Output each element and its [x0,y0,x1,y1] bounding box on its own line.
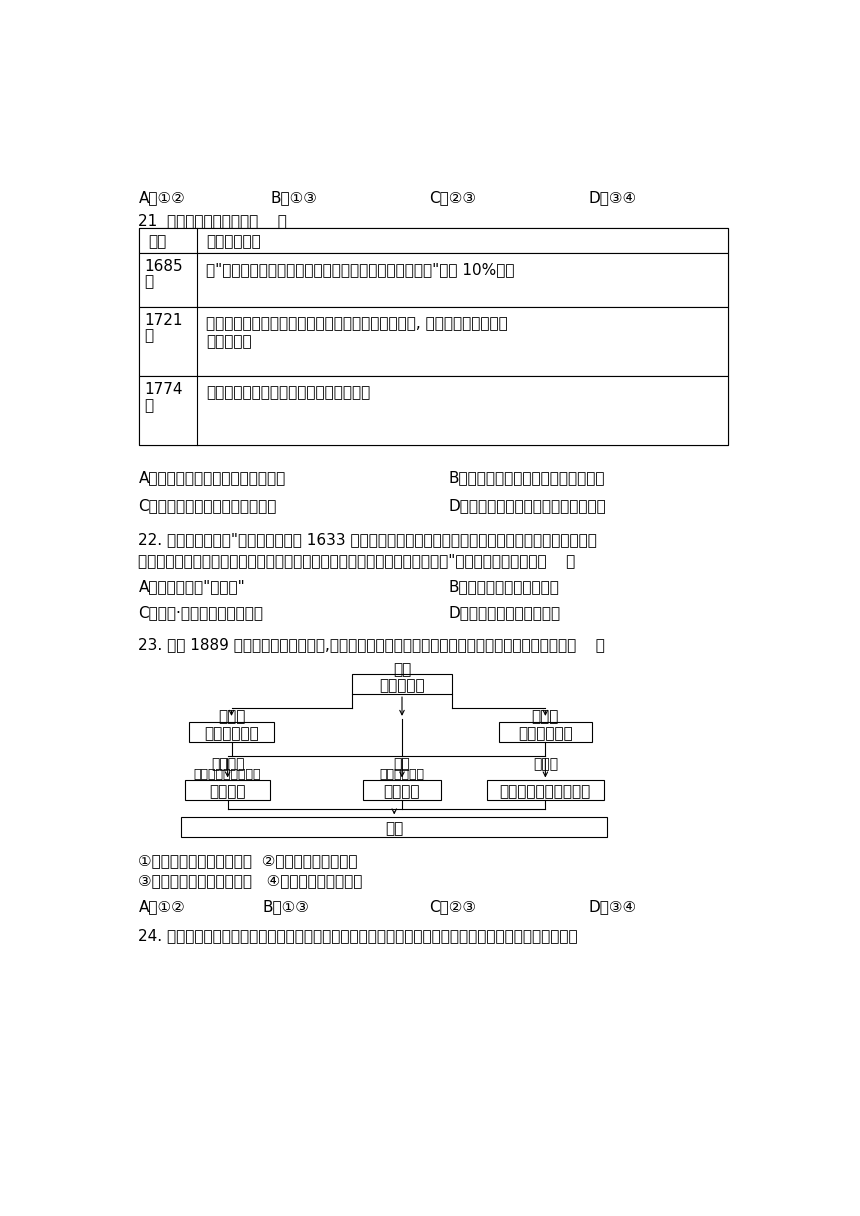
Text: 1685: 1685 [144,259,183,274]
Text: 1721: 1721 [144,313,183,328]
Text: 帝国议会: 帝国议会 [211,758,244,771]
Text: 22. 美国学者指出："在意大利科学于 1633 年失去活力以后，科学革命在那一时期的一个特点是科学活动: 22. 美国学者指出："在意大利科学于 1633 年失去活力以后，科学革命在那一… [138,531,598,547]
Bar [189,722,274,742]
Text: D．客观促进英国棉纺织部门技术革新: D．客观促进英国棉纺织部门技术革新 [449,497,606,513]
Text: 辅弼国务: 辅弼国务 [384,784,421,799]
Text: D．③④: D．③④ [588,899,636,914]
Text: 裁判所: 裁判所 [533,758,558,771]
Text: C．②③: C．②③ [429,899,476,914]
Text: C．亚当·斯密写成《国富论》: C．亚当·斯密写成《国富论》 [138,604,263,620]
Bar [352,674,452,694]
Text: 对"所有印花棉布、印度亚麻及所有印度制造的丝绸制品"征收 10%的税: 对"所有印花棉布、印度亚麻及所有印度制造的丝绸制品"征收 10%的税 [206,263,514,277]
Text: 天皇: 天皇 [393,662,411,677]
Text: 时间: 时间 [148,233,166,249]
Text: B．伽利略发明天文望远镜: B．伽利略发明天文望远镜 [449,580,559,595]
Text: 1774: 1774 [144,382,183,398]
Text: 枢密院: 枢密院 [218,710,245,725]
Text: ③体现西方的三权分立原则   ④臣民权利与义务明确: ③体现西方的三权分立原则 ④臣民权利与义务明确 [138,873,363,888]
Text: C．②③: C．②③ [429,190,476,204]
Text: 总揽统治权: 总揽统治权 [379,679,425,693]
Text: 年: 年 [144,328,154,343]
Text: 在英国销售的棉布须完全在本国纺织而成: 在英国销售的棉布须完全在本国纺织而成 [206,385,370,400]
Text: （贵族院、众议院）: （贵族院、众议院） [194,769,261,781]
Bar [138,229,728,253]
Text: 以天皇名义行使司法权: 以天皇名义行使司法权 [500,784,591,799]
Bar [488,781,604,800]
Text: 臣民: 臣民 [385,821,403,837]
Text: D．牛顿发现万有引力定律: D．牛顿发现万有引力定律 [449,604,561,620]
Text: C．旨在以经济掠夺取代武力扩张: C．旨在以经济掠夺取代武力扩张 [138,497,277,513]
Text: ①天皇居于统揽一切的地位  ②幕府的将军掌握实权: ①天皇居于统揽一切的地位 ②幕府的将军掌握实权 [138,852,358,868]
Text: A．①②: A．①② [138,899,185,914]
Text: 在地理上向北转移，从意大利转到了几个大西洋国家，即法国、荷兰和英国。"能为此提供证据的是（    ）: 在地理上向北转移，从意大利转到了几个大西洋国家，即法国、荷兰和英国。"能为此提供… [138,553,575,568]
Text: 协赞立法: 协赞立法 [209,784,246,799]
Text: 24. 某班高一学生撰写一篇历史小论文，题目为《工业革命改变了人们的社会生活》，他梳理的目录如表，: 24. 某班高一学生撰写一篇历史小论文，题目为《工业革命改变了人们的社会生活》，… [138,928,578,944]
Bar [138,253,728,306]
Bar [499,722,592,742]
Text: 为非法行为: 为非法行为 [206,334,251,349]
Bar [138,376,728,445]
Bar [363,781,440,800]
Text: B．①③: B．①③ [262,899,310,914]
Text: 英国政府规定: 英国政府规定 [206,233,261,249]
Text: A．哥白尼提出"日心说": A．哥白尼提出"日心说" [138,580,245,595]
Text: 天皇直接统帅: 天皇直接统帅 [518,726,573,741]
Text: 咨询重要国务: 咨询重要国务 [204,726,259,741]
Text: （国务大臣）: （国务大臣） [379,769,425,781]
Bar [185,781,270,800]
Text: 21  依据如表，这些规定（    ）: 21 依据如表，这些规定（ ） [138,213,287,227]
Text: B．说明英国始终致力于推行自由贸易: B．说明英国始终致力于推行自由贸易 [449,471,605,485]
Text: 年: 年 [144,398,154,412]
Text: 陆海军: 陆海军 [531,710,559,725]
Text: A．①②: A．①② [138,190,185,204]
Text: A．使印度成为英国棉纺织品倾销地: A．使印度成为英国棉纺织品倾销地 [138,471,286,485]
Text: 年: 年 [144,275,154,289]
Text: 内阁: 内阁 [394,758,410,771]
Bar [138,306,728,376]
Text: 在英国境内禁止穿着用印度白布染成的印花棉布衣服, 售卖印度棉布完全成: 在英国境内禁止穿着用印度白布染成的印花棉布衣服, 售卖印度棉布完全成 [206,316,507,331]
Text: 23. 依据 1889 年《大日本帝国宪法》,日本形成特有的明治宪法体制，其结构如下图所示。它表明（    ）: 23. 依据 1889 年《大日本帝国宪法》,日本形成特有的明治宪法体制，其结构… [138,637,605,652]
Bar [181,817,607,838]
Text: D．③④: D．③④ [588,190,636,204]
Text: B．①③: B．①③ [270,190,317,204]
Bar [138,229,728,445]
